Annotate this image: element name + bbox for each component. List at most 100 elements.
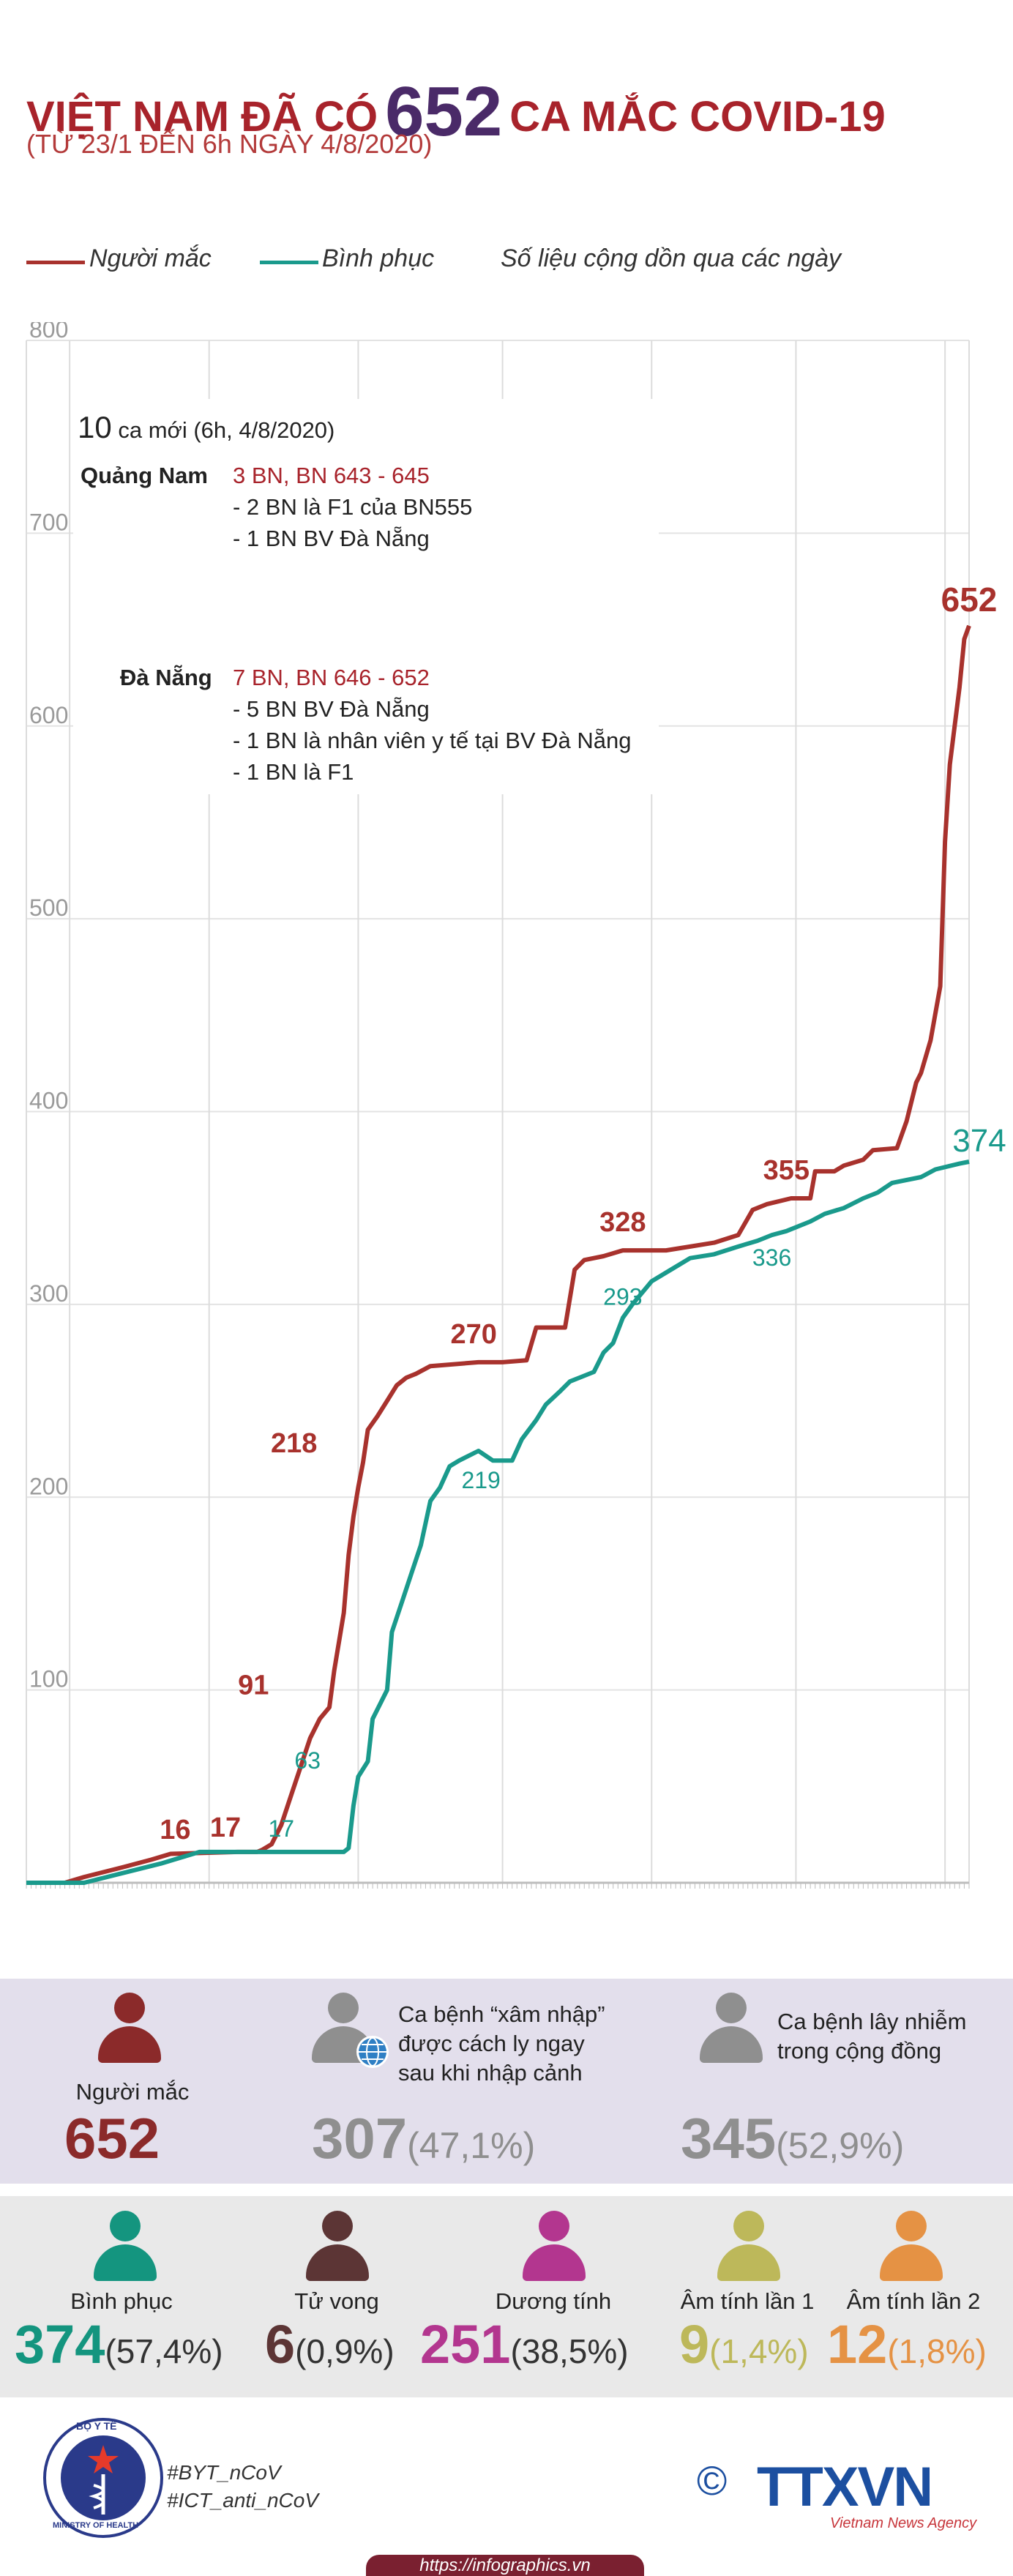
stat-deaths-label: Tử vong bbox=[294, 2288, 379, 2314]
stat-imported-label-line-1: Ca bệnh “xâm nhập” bbox=[398, 2001, 605, 2027]
annotation-new-count: 10 bbox=[78, 410, 112, 444]
point-label: 91 bbox=[238, 1670, 269, 1700]
annotation-qn-line-1: - 2 BN là F1 của BN555 bbox=[233, 494, 473, 520]
stats-band-top bbox=[0, 1979, 1013, 2184]
y-tick-label: 700 bbox=[29, 509, 68, 535]
y-tick-label: 100 bbox=[29, 1666, 68, 1692]
stat-community-label-line-1: Ca bệnh lây nhiễm bbox=[777, 2009, 967, 2034]
legend-infected-label: Người mắc bbox=[89, 244, 212, 272]
logo-text-top: BỘ Y TẾ bbox=[76, 2420, 117, 2432]
annotation-dn-line-2: - 1 BN là nhân viên y tế tại BV Đà Nẵng bbox=[233, 728, 632, 753]
stat-recovered-label: Bình phục bbox=[70, 2288, 173, 2314]
stat-infected-label: Người mắc bbox=[75, 2079, 190, 2105]
legend-note: Số liệu cộng dồn qua các ngày bbox=[501, 244, 842, 272]
stat-positive-pct: (38,5%) bbox=[510, 2332, 629, 2370]
stat-imported-value: 307 bbox=[312, 2106, 408, 2170]
series-line bbox=[26, 1160, 970, 1885]
point-label: 374 bbox=[952, 1123, 1006, 1159]
source-url[interactable]: https://infographics.vn bbox=[366, 2555, 644, 2576]
title-number: 652 bbox=[385, 72, 503, 151]
page-subtitle: (TỪ 23/1 ĐẾN 6h NGÀY 4/8/2020) bbox=[26, 129, 433, 159]
stats-band-bottom bbox=[0, 2196, 1013, 2397]
point-label: 218 bbox=[271, 1428, 317, 1459]
point-label: 336 bbox=[752, 1244, 791, 1271]
annotation-qn-head: 3 BN, BN 643 - 645 bbox=[233, 463, 430, 488]
negative-2-person-icon bbox=[875, 2211, 946, 2284]
annotation-qn-line-2: - 1 BN BV Đà Nẵng bbox=[233, 526, 430, 551]
point-label: 17 bbox=[268, 1815, 294, 1842]
globe-icon bbox=[356, 2036, 389, 2068]
stat-recovered-value: 374 bbox=[15, 2314, 105, 2375]
y-tick-label: 800 bbox=[29, 322, 68, 343]
point-label: 328 bbox=[599, 1207, 646, 1238]
point-label: 16 bbox=[160, 1815, 190, 1845]
agency-subtitle: Vietnam News Agency bbox=[830, 2515, 977, 2531]
stat-infected-value: 652 bbox=[64, 2106, 160, 2170]
point-label: 293 bbox=[603, 1283, 642, 1310]
logo-text-bottom: MINISTRY OF HEALTH bbox=[53, 2521, 139, 2530]
y-tick-label: 200 bbox=[29, 1473, 68, 1499]
stat-neg1: 9(1,4%) bbox=[679, 2313, 809, 2375]
annotation-dn-line-1: - 5 BN BV Đà Nẵng bbox=[233, 696, 430, 722]
stat-community-value: 345 bbox=[681, 2106, 777, 2170]
negative-1-person-icon bbox=[713, 2211, 783, 2284]
legend-recovered-swatch bbox=[260, 261, 318, 264]
stat-positive-label: Dương tính bbox=[495, 2288, 612, 2314]
y-tick-label: 400 bbox=[29, 1088, 68, 1114]
point-label: 652 bbox=[941, 580, 998, 619]
stat-deaths-pct: (0,9%) bbox=[295, 2332, 395, 2370]
point-label: 355 bbox=[763, 1155, 810, 1186]
recovered-person-icon bbox=[89, 2211, 160, 2284]
title-pre: VIỆT NAM ĐÃ CÓ bbox=[26, 93, 378, 141]
stat-imported-label-line-2: được cách ly ngay bbox=[398, 2031, 585, 2056]
stat-positive: 251(38,5%) bbox=[420, 2313, 629, 2375]
y-tick-label: 500 bbox=[29, 895, 68, 921]
stat-recovered: 374(57,4%) bbox=[15, 2313, 223, 2375]
stat-community-label: Ca bệnh lây nhiễm trong cộng đồng bbox=[777, 2007, 967, 2066]
legend-recovered-label: Bình phục bbox=[322, 244, 435, 272]
annotation-box bbox=[73, 399, 659, 794]
hashtag-ict: #ICT_anti_nCoV bbox=[167, 2489, 319, 2512]
stat-community-label-line-2: trong cộng đồng bbox=[777, 2038, 942, 2064]
stat-positive-value: 251 bbox=[420, 2314, 511, 2375]
series-line bbox=[26, 624, 971, 1885]
copyright-icon: © bbox=[697, 2457, 728, 2504]
deaths-person-icon bbox=[302, 2211, 372, 2284]
point-label: 219 bbox=[461, 1467, 500, 1493]
ministry-of-health-logo bbox=[43, 2418, 163, 2538]
annotation-dn-head: 7 BN, BN 646 - 652 bbox=[233, 665, 430, 690]
point-label: 63 bbox=[294, 1747, 321, 1774]
hashtag-byt: #BYT_nCoV bbox=[167, 2461, 281, 2484]
y-tick-label: 300 bbox=[29, 1280, 68, 1307]
stat-neg1-value: 9 bbox=[679, 2314, 710, 2375]
chart-axis: 8007006005004003002001002311620141114123… bbox=[26, 322, 970, 1889]
annotation-dn-label: Đà Nẵng bbox=[120, 665, 212, 690]
stat-neg2-value: 12 bbox=[827, 2314, 888, 2375]
stat-neg2-pct: (1,8%) bbox=[887, 2332, 987, 2370]
agency-logo: TTXVN bbox=[757, 2456, 933, 2518]
point-label: 270 bbox=[450, 1319, 496, 1350]
stat-imported-label-line-3: sau khi nhập cảnh bbox=[398, 2060, 583, 2086]
stat-deaths: 6(0,9%) bbox=[265, 2313, 395, 2375]
stat-deaths-value: 6 bbox=[265, 2314, 296, 2375]
stat-community-pct: (52,9%) bbox=[776, 2125, 905, 2166]
page-title: VIỆT NAM ĐÃ CÓ 652 CA MẮC COVID-19 bbox=[26, 67, 886, 151]
infected-person-icon bbox=[94, 1993, 164, 2066]
positive-person-icon bbox=[518, 2211, 588, 2284]
stat-neg1-label: Âm tính lần 1 bbox=[680, 2288, 815, 2314]
annotation-dn-line-3: - 1 BN là F1 bbox=[233, 759, 354, 785]
annotation-qn-label: Quảng Nam bbox=[81, 463, 208, 488]
stat-imported-pct: (47,1%) bbox=[407, 2125, 536, 2166]
stat-community: 345(52,9%) bbox=[681, 2105, 904, 2172]
stat-neg2: 12(1,8%) bbox=[827, 2313, 987, 2375]
stat-imported-label: Ca bệnh “xâm nhập” được cách ly ngay sau… bbox=[398, 2000, 605, 2088]
stat-recovered-pct: (57,4%) bbox=[105, 2332, 223, 2370]
stat-imported: 307(47,1%) bbox=[312, 2105, 535, 2172]
legend-infected-swatch bbox=[26, 261, 85, 264]
annotation-new-label: ca mới (6h, 4/8/2020) bbox=[118, 417, 335, 443]
community-person-icon bbox=[695, 1993, 766, 2066]
chart-point-labels: 16 17 91 218 270 328 355 652 17 63 219 293 336 374 bbox=[160, 580, 1006, 1845]
annotation-new-cases: 10 ca mới (6h, 4/8/2020) bbox=[78, 410, 334, 445]
stat-neg2-label: Âm tính lần 2 bbox=[846, 2288, 981, 2314]
stat-neg1-pct: (1,4%) bbox=[709, 2332, 809, 2370]
